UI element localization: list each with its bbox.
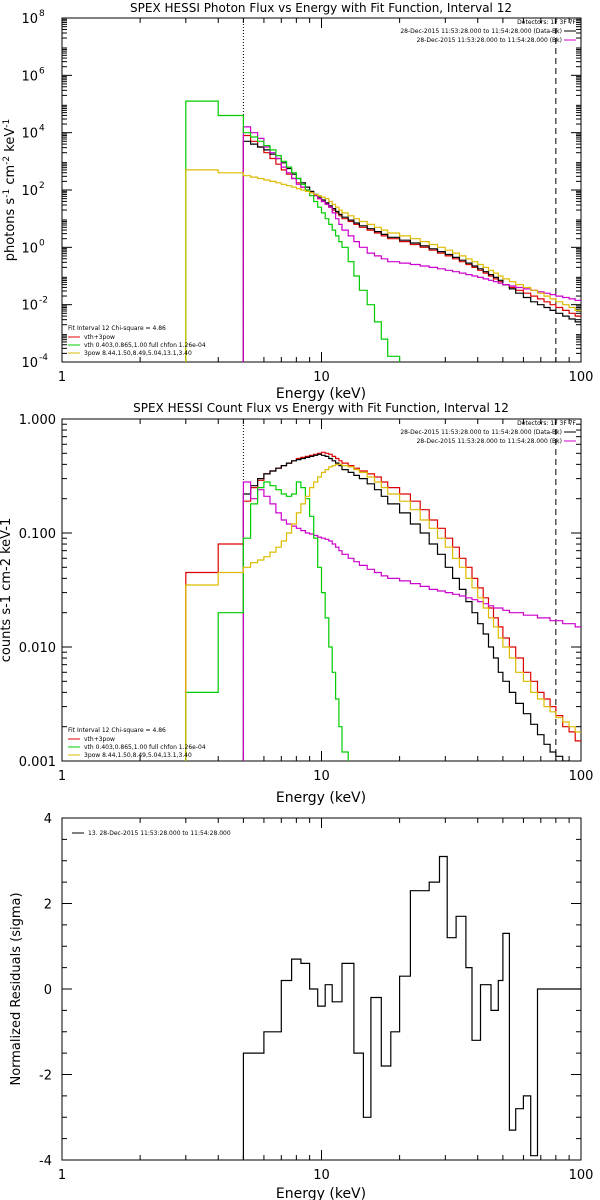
photon-series-3pow: [185, 169, 581, 362]
count-legend-entry: 28-Dec-2015 11:53:28.000 to 11:54:28.000…: [417, 438, 562, 445]
count-detectors-label: Detectors: 1F 3F 7F: [517, 420, 576, 427]
count-x-tick-label: 100: [569, 769, 594, 784]
photon-series-bk: [242, 126, 581, 362]
count-series-bk: [242, 481, 581, 761]
count-legend-entry: vth 0.403,0.865,1.00 full chfon 1.26e-04: [84, 744, 206, 751]
count-x-tick-label: 10: [313, 769, 330, 784]
photon-energy-range-markers: [242, 18, 557, 362]
residuals-panel: 1 10 100 -4 -2 0 2 4 Energy (keV) Normalized Re…: [9, 812, 593, 1200]
photon-legend-entry: 28-Dec-2015 11:53:28.000 to 11:54:28.000…: [400, 28, 562, 35]
photon-y-tick-label: 10: [21, 69, 38, 84]
photon-y-label: photons s-1 cm-2 keV-1: [2, 119, 18, 261]
photon-y-tick-exponent: -4: [39, 353, 48, 363]
residuals-series-residuals: [242, 855, 581, 1160]
photon-series-group: [185, 100, 581, 362]
count-flux-panel: SPEX HESSI Count Flux vs Energy with Fit…: [0, 401, 593, 806]
photon-series-data-bk: [242, 140, 581, 362]
photon-series-vth-3pow: [242, 134, 581, 362]
photon-legend-entry: vth 0.403,0.865,1.00 full chfon 1.26e-04: [84, 342, 206, 349]
count-y-tick-label: 0.010: [19, 641, 56, 656]
photon-x-tick-label: 1: [58, 370, 66, 385]
photon-y-tick-exponent: 2: [39, 181, 45, 191]
count-y-label: counts s-1 cm-2 keV-1: [0, 518, 14, 663]
residuals-x-tick-label: 10: [313, 1168, 330, 1183]
count-legend-top-right: Detectors: 1F 3F 7F 28-Dec-2015 11:53:28…: [400, 420, 576, 445]
count-chart-title: SPEX HESSI Count Flux vs Energy with Fit…: [133, 401, 509, 415]
photon-y-tick-label: 10: [21, 299, 38, 314]
count-legend-entry: 3pow 8.44,1.50,8.49,5.04,13.1,3.40: [84, 752, 192, 759]
count-y-tick-label: 0.001: [19, 755, 56, 770]
residuals-y-tick-label: 2: [44, 898, 52, 913]
photon-legend-entry: 28-Dec-2015 11:53:28.000 to 11:54:28.000…: [417, 37, 562, 44]
count-series-3pow: [185, 463, 581, 761]
photon-x-tick-label: 10: [313, 370, 330, 385]
photon-plot-frame: [61, 17, 582, 363]
residuals-plot-frame: [61, 817, 582, 1161]
residuals-legend: 13. 28-Dec-2015 11:53:28.000 to 11:54:28…: [72, 830, 231, 837]
count-x-label: Energy (keV): [276, 790, 366, 806]
photon-detectors-label: Detectors: 1F 3F 7F: [517, 19, 576, 26]
photon-flux-panel: SPEX HESSI Photon Flux vs Energy with Fi…: [2, 1, 593, 402]
residuals-legend-entry: 13. 28-Dec-2015 11:53:28.000 to 11:54:28…: [88, 830, 231, 837]
count-y-tick-label: 0.100: [19, 527, 56, 542]
photon-y-tick-label: 10: [21, 127, 38, 142]
count-y-tick-label: 1.000: [19, 413, 56, 428]
residuals-y-tick-label: 4: [44, 812, 52, 827]
count-energy-range-markers: [242, 419, 557, 761]
photon-y-tick-exponent: -2: [39, 296, 48, 306]
photon-x-label: Energy (keV): [276, 386, 366, 402]
count-series-vth-3pow: [185, 451, 581, 761]
photon-y-tick-label: 10: [21, 356, 38, 371]
photon-y-tick-exponent: 8: [39, 9, 45, 19]
residuals-series-group: [242, 855, 581, 1160]
residuals-x-tick-label: 1: [58, 1168, 66, 1183]
count-series-data-bk: [242, 453, 570, 761]
photon-y-tick-label: 10: [21, 241, 38, 256]
photon-y-tick-label: 10: [21, 12, 38, 27]
residuals-x-label: Energy (keV): [276, 1186, 366, 1200]
residuals-y-tick-label: -2: [39, 1069, 52, 1084]
count-legend-bottom-left: Fit Interval 12 Chi-square = 4.86 vth+3p…: [68, 727, 206, 759]
photon-legend-entry: 3pow 8.44,1.50,8.49,5.04,13.1,3.40: [84, 350, 192, 357]
photon-y-tick-exponent: 6: [39, 66, 45, 76]
residuals-y-tick-label: -4: [39, 1154, 52, 1169]
photon-legend-bottom-left: Fit Interval 12 Chi-square = 4.86 vth+3p…: [68, 325, 206, 357]
count-series-vth: [185, 481, 349, 761]
photon-y-tick-exponent: 0: [39, 238, 45, 248]
residuals-x-axis: 1 10 100 -4 -2 0 2 4: [39, 812, 593, 1183]
photon-legend-entry: vth+3pow: [84, 334, 115, 341]
photon-chart-title: SPEX HESSI Photon Flux vs Energy with Fi…: [130, 1, 512, 15]
photon-series-vth: [185, 100, 401, 362]
photon-x-tick-label: 100: [569, 370, 594, 385]
residuals-y-label: Normalized Residuals (sigma): [9, 892, 24, 1085]
photon-fit-header: Fit Interval 12 Chi-square = 4.86: [68, 325, 166, 332]
residuals-x-tick-label: 100: [569, 1168, 594, 1183]
photon-y-tick-exponent: 4: [39, 124, 45, 134]
count-x-tick-label: 1: [58, 769, 66, 784]
count-y-axis: 0.001 0.010 0.100 1.000: [19, 413, 581, 770]
count-legend-entry: 28-Dec-2015 11:53:28.000 to 11:54:28.000…: [400, 429, 562, 436]
residuals-y-tick-label: 0: [44, 983, 52, 998]
photon-y-tick-label: 10: [21, 184, 38, 199]
photon-legend-top-right: Detectors: 1F 3F 7F 28-Dec-2015 11:53:28…: [400, 19, 576, 44]
count-series-group: [185, 451, 581, 761]
count-legend-entry: vth+3pow: [84, 736, 115, 743]
count-fit-header: Fit Interval 12 Chi-square = 4.86: [68, 727, 166, 734]
